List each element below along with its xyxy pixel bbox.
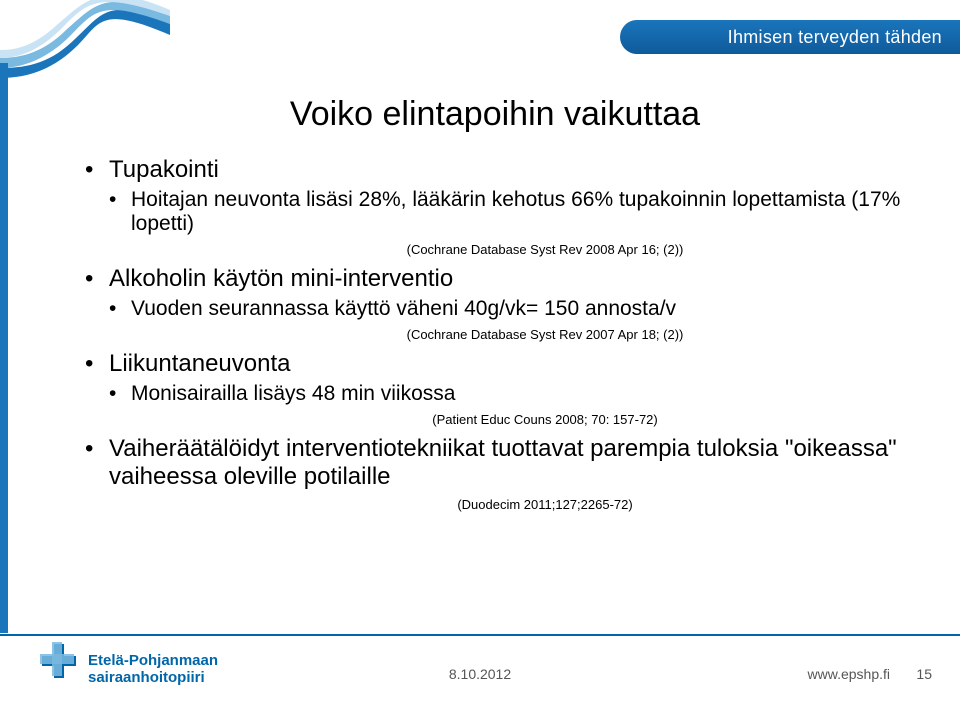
slide-footer: Etelä-Pohjanmaan sairaanhoitopiiri 8.10.…	[0, 636, 960, 708]
brand-banner: Ihmisen terveyden tähden	[620, 20, 960, 54]
org-name-line2: sairaanhoitopiiri	[88, 669, 218, 686]
reference-text: (Cochrane Database Syst Rev 2007 Apr 18;…	[85, 327, 905, 342]
cross-logo-icon	[36, 638, 82, 684]
bullet-label: Vaiheräätälöidyt interventiotekniikat tu…	[109, 435, 897, 490]
bullet-list: Tupakointi Hoitajan neuvonta lisäsi 28%,…	[85, 156, 905, 512]
bullet-label: Alkoholin käytön mini-interventio	[109, 265, 453, 292]
corner-swoosh-decoration	[0, 0, 170, 80]
org-logo: Etelä-Pohjanmaan sairaanhoitopiiri	[38, 644, 268, 700]
reference-text: (Patient Educ Couns 2008; 70: 157-72)	[85, 412, 905, 427]
footer-page-number: 15	[916, 666, 932, 682]
footer-date: 8.10.2012	[449, 666, 511, 682]
brand-tagline: Ihmisen terveyden tähden	[728, 27, 942, 48]
sub-bullet: Vuoden seurannassa käyttö väheni 40g/vk=…	[109, 297, 905, 321]
sub-bullet: Hoitajan neuvonta lisäsi 28%, lääkärin k…	[109, 188, 905, 236]
slide-title: Voiko elintapoihin vaikuttaa	[85, 95, 905, 134]
bullet-vaihe: Vaiheräätälöidyt interventiotekniikat tu…	[85, 435, 905, 491]
bullet-liikunta: Liikuntaneuvonta Monisairailla lisäys 48…	[85, 350, 905, 406]
bullet-label: Tupakointi	[109, 156, 219, 183]
left-stripe-decoration	[0, 63, 8, 633]
bullet-alkoholi: Alkoholin käytön mini-interventio Vuoden…	[85, 265, 905, 321]
footer-url: www.epshp.fi	[808, 666, 890, 682]
org-name-line1: Etelä-Pohjanmaan	[88, 652, 218, 669]
sub-bullet: Monisairailla lisäys 48 min viikossa	[109, 382, 905, 406]
bullet-label: Liikuntaneuvonta	[109, 350, 290, 377]
slide: Ihmisen terveyden tähden Voiko elintapoi…	[0, 0, 960, 708]
reference-text: (Duodecim 2011;127;2265-72)	[85, 497, 905, 512]
slide-content: Voiko elintapoihin vaikuttaa Tupakointi …	[85, 95, 905, 598]
reference-text: (Cochrane Database Syst Rev 2008 Apr 16;…	[85, 242, 905, 257]
bullet-tupakointi: Tupakointi Hoitajan neuvonta lisäsi 28%,…	[85, 156, 905, 236]
